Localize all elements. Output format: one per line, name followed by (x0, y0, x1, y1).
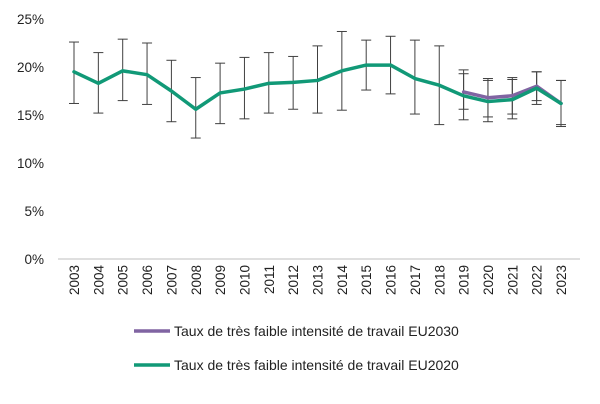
x-tick-label: 2004 (91, 265, 106, 296)
y-tick-label: 15% (17, 108, 44, 123)
x-tick-label: 2009 (213, 265, 228, 295)
legend-label-eu2030: Taux de très faible intensité de travail… (174, 323, 459, 339)
x-tick-label: 2013 (311, 265, 326, 295)
x-tick-label: 2018 (432, 265, 447, 295)
x-tick-label: 2023 (554, 265, 569, 295)
x-tick-label: 2015 (359, 265, 374, 295)
x-tick-label: 2008 (189, 265, 204, 295)
y-axis-tick-labels: 0% 5% 10% 15% 20% 25% (17, 12, 44, 267)
x-tick-label: 2005 (116, 265, 131, 295)
y-tick-label: 10% (17, 156, 44, 171)
plot-area: 0%5%10%15%20%25% 2003 2004 2005 2006 2007 200… (17, 12, 580, 295)
legend-label-eu2020: Taux de très faible intensité de travail… (174, 357, 459, 373)
legend-item-eu2030: Taux de très faible intensité de travail… (134, 323, 459, 339)
legend-item-eu2020: Taux de très faible intensité de travail… (134, 357, 459, 373)
series-lines (72, 63, 563, 111)
x-tick-label: 2020 (481, 265, 496, 295)
x-tick-label: 2016 (384, 265, 399, 295)
x-tick-label: 2011 (262, 265, 277, 294)
x-tick-label: 2003 (67, 265, 82, 295)
legend: Taux de très faible intensité de travail… (134, 323, 459, 373)
y-tick-label: 0% (24, 252, 44, 267)
y-tick-label: 25% (17, 12, 44, 27)
error-bars (69, 30, 566, 139)
x-tick-label: 2006 (140, 265, 155, 295)
x-tick-label: 2012 (286, 265, 301, 295)
x-axis-tick-labels: 2003 2004 2005 2006 2007 2008 2009 2010 2011 2012… (67, 265, 569, 296)
x-tick-label: 2019 (457, 265, 472, 295)
x-tick-label: 2017 (408, 265, 423, 295)
y-tick-label: 5% (24, 204, 44, 219)
x-tick-label: 2022 (530, 265, 545, 295)
y-tick-label: 20% (17, 60, 44, 75)
x-tick-label: 2021 (505, 265, 520, 295)
x-tick-label: 2010 (237, 265, 252, 295)
series-line-eu2020 (72, 63, 563, 111)
x-tick-label: 2007 (164, 265, 179, 295)
x-tick-label: 2014 (335, 265, 350, 296)
